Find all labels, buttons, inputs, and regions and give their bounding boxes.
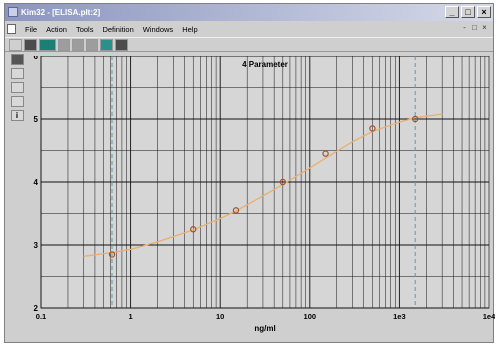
x-tick-label: 1e4 (483, 312, 495, 321)
curve-icon[interactable] (39, 38, 56, 51)
data-point (369, 125, 376, 132)
chart-area: 0.1 1 10 100 1e3 1e4 2 3 4 5 6 4 Parameter ng/ml (27, 52, 497, 338)
tick-labels: 0.1 1 10 100 1e3 1e4 2 3 4 5 6 (34, 52, 497, 321)
doc-minimize-button[interactable]: - (463, 23, 466, 32)
y-tick-label: 2 (34, 304, 39, 313)
grid-lines (40, 55, 489, 309)
grid-icon[interactable] (10, 68, 24, 79)
chart-svg: 0.1 1 10 100 1e3 1e4 2 3 4 5 6 4 Parameter ng/ml (34, 52, 497, 333)
data-point (190, 226, 197, 233)
doc-restore-button[interactable]: □ (472, 23, 477, 32)
chart-title: 4 Parameter (242, 60, 288, 69)
print-icon[interactable] (115, 38, 128, 51)
minimize-button[interactable]: _ (445, 6, 459, 18)
document-icon[interactable] (7, 24, 16, 34)
data-points (108, 115, 419, 258)
close-button[interactable]: × (477, 6, 491, 18)
table-icon[interactable] (10, 82, 24, 93)
plot-icon[interactable] (100, 38, 113, 51)
data-point (411, 115, 419, 123)
menu-definition[interactable]: Definition (102, 24, 134, 34)
y-tick-label: 5 (34, 115, 39, 124)
vertical-markers (111, 56, 416, 308)
x-tick-label: 1e3 (393, 312, 406, 321)
y-tick-label: 3 (34, 241, 39, 250)
blank-icon[interactable] (72, 38, 84, 51)
x-axis-label: ng/ml (254, 324, 275, 333)
title-bar: Kim32 - [ELISA.plt:2] _ □ × (5, 4, 493, 21)
menu-windows[interactable]: Windows (142, 24, 174, 34)
axis-icon[interactable] (10, 96, 24, 107)
doc-close-button[interactable]: × (482, 23, 487, 32)
data-point (232, 207, 240, 214)
open-icon[interactable] (24, 38, 37, 51)
data-point (279, 178, 287, 186)
menu-help[interactable]: Help (182, 24, 198, 34)
menu-tools[interactable]: Tools (75, 24, 94, 34)
blank-icon[interactable] (86, 38, 98, 51)
window-title: Kim32 - [ELISA.plt:2] (21, 8, 101, 17)
side-toolbar: i (9, 54, 25, 134)
fit-curve-line (83, 113, 443, 257)
info-icon[interactable]: i (10, 110, 24, 121)
plot-icon[interactable] (10, 54, 24, 65)
toolbar (5, 37, 493, 52)
menu-action[interactable]: Action (46, 24, 67, 34)
blank-icon[interactable] (58, 38, 70, 51)
window-controls: _ □ × (445, 6, 491, 18)
menu-bar: File Action Tools Definition Windows Hel… (5, 22, 493, 36)
maximize-button[interactable]: □ (461, 6, 475, 18)
x-tick-label: 0.1 (36, 312, 46, 321)
x-tick-label: 10 (216, 312, 224, 321)
x-tick-label: 100 (304, 312, 317, 321)
x-tick-label: 1 (129, 312, 133, 321)
data-point (108, 251, 116, 258)
application-window: Kim32 - [ELISA.plt:2] _ □ × File Action … (4, 3, 497, 343)
data-point (322, 150, 329, 157)
document-window-controls: - □ × (460, 23, 489, 33)
new-icon[interactable] (9, 38, 22, 51)
app-icon (8, 7, 18, 17)
y-tick-label: 4 (34, 178, 39, 187)
menu-file[interactable]: File (25, 24, 38, 34)
y-tick-label: 6 (34, 56, 39, 61)
